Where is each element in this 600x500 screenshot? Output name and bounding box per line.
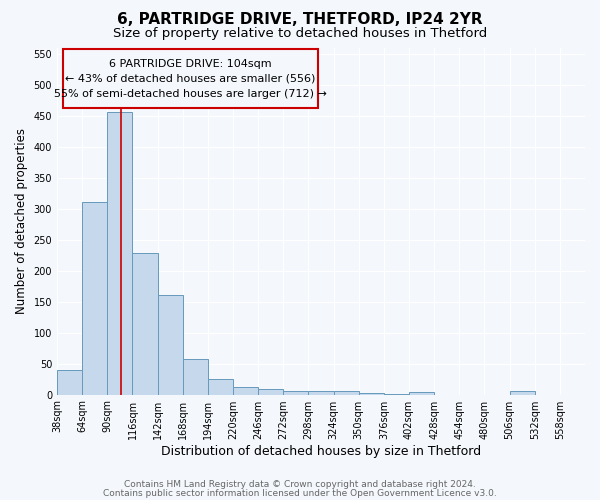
Bar — [82, 202, 107, 394]
Bar — [409, 392, 434, 394]
Text: Contains public sector information licensed under the Open Government Licence v3: Contains public sector information licen… — [103, 490, 497, 498]
Bar — [107, 112, 133, 395]
Bar — [183, 358, 208, 394]
Bar — [509, 392, 535, 394]
Bar — [57, 370, 82, 394]
Bar — [308, 392, 334, 394]
Y-axis label: Number of detached properties: Number of detached properties — [15, 128, 28, 314]
Bar — [233, 386, 258, 394]
Text: 6, PARTRIDGE DRIVE, THETFORD, IP24 2YR: 6, PARTRIDGE DRIVE, THETFORD, IP24 2YR — [117, 12, 483, 28]
FancyBboxPatch shape — [63, 50, 318, 108]
Bar — [133, 252, 158, 394]
X-axis label: Distribution of detached houses by size in Thetford: Distribution of detached houses by size … — [161, 444, 481, 458]
Text: 6 PARTRIDGE DRIVE: 104sqm
← 43% of detached houses are smaller (556)
55% of semi: 6 PARTRIDGE DRIVE: 104sqm ← 43% of detac… — [54, 59, 327, 98]
Text: Contains HM Land Registry data © Crown copyright and database right 2024.: Contains HM Land Registry data © Crown c… — [124, 480, 476, 489]
Bar — [334, 392, 359, 394]
Bar — [258, 389, 283, 394]
Bar — [158, 296, 183, 394]
Bar — [208, 379, 233, 394]
Bar — [283, 392, 308, 394]
Text: Size of property relative to detached houses in Thetford: Size of property relative to detached ho… — [113, 28, 487, 40]
